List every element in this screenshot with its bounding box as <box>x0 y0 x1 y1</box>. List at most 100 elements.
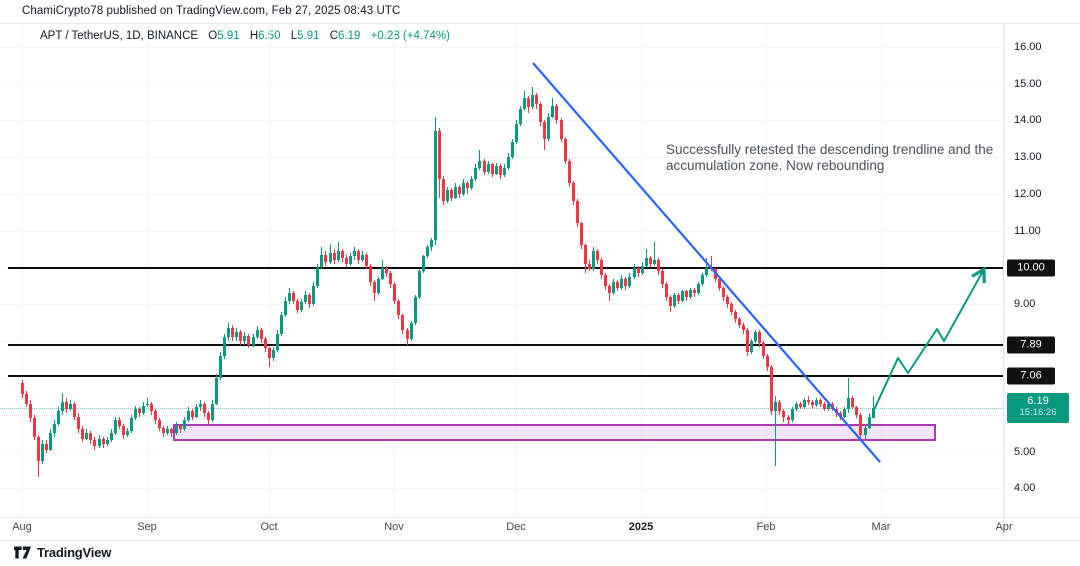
candle-wick <box>288 287 290 305</box>
candle-body <box>194 407 198 417</box>
candle-body <box>442 179 445 202</box>
candle-body <box>142 405 146 413</box>
candle-body <box>454 186 458 198</box>
candle-body <box>559 120 563 139</box>
candle-wick <box>349 252 351 266</box>
candle-body <box>827 403 831 410</box>
candle-body <box>587 263 591 270</box>
candle-body <box>519 109 523 124</box>
candle-wick <box>791 407 793 423</box>
candle-body <box>44 444 48 450</box>
symbol-info-bar[interactable]: APT / TetherUS, 1D, BINANCE O5.91 H6.50 … <box>40 30 450 42</box>
candle-body <box>158 420 162 428</box>
candle-body <box>259 330 263 340</box>
candle-body <box>125 431 129 435</box>
candle-wick <box>710 256 712 272</box>
candle-wick <box>422 254 424 273</box>
candle-wick <box>868 412 870 430</box>
candle-body <box>778 401 782 411</box>
time-tick-label[interactable]: Mar <box>871 521 891 533</box>
attribution-text: ChamiCrypto78 published on TradingView.c… <box>22 5 401 17</box>
candle-body <box>344 258 348 264</box>
footer-brand[interactable]: TradingView <box>14 545 111 560</box>
time-tick-label[interactable]: Feb <box>756 521 776 533</box>
candle-body <box>97 438 101 446</box>
time-tick-label[interactable]: Apr <box>995 521 1013 533</box>
time-tick-label[interactable]: Aug <box>12 521 32 533</box>
candle-body <box>583 245 587 264</box>
time-tick-label[interactable]: Oct <box>260 521 278 533</box>
candle-body <box>373 282 377 294</box>
time-tick-label[interactable]: 2025 <box>628 521 654 533</box>
candle-wick <box>402 313 404 334</box>
candle-wick <box>698 282 700 296</box>
candle-wick <box>53 420 55 437</box>
candle-body <box>551 105 555 117</box>
candle-body <box>470 179 474 189</box>
candle-wick <box>641 261 643 275</box>
candle-wick <box>633 263 635 279</box>
candle-wick <box>29 399 31 423</box>
candle-wick <box>819 398 821 408</box>
candle-body <box>77 416 81 430</box>
current-price-line <box>0 407 1003 409</box>
candle-wick <box>665 282 667 301</box>
candle-body <box>640 265 644 274</box>
candle-body <box>624 278 628 286</box>
candle-wick <box>337 241 339 262</box>
candle-wick <box>840 411 842 421</box>
candle-body <box>713 269 717 279</box>
candle-body <box>223 337 227 356</box>
candle-wick <box>617 280 619 292</box>
candle-wick <box>552 98 554 119</box>
candle-body <box>543 122 547 139</box>
candle-wick <box>98 434 100 448</box>
candle-body <box>478 160 482 169</box>
candle-wick <box>357 249 359 264</box>
candle-body <box>685 291 689 297</box>
candle-wick <box>580 221 582 250</box>
candle-wick <box>199 399 201 411</box>
candle-wick <box>471 175 473 191</box>
candle-body <box>843 409 847 417</box>
candle-wick <box>106 436 108 446</box>
candle-body <box>85 433 89 439</box>
candle-wick <box>515 120 517 145</box>
candle-wick <box>62 392 64 415</box>
projected-rebound-arrow[interactable] <box>872 266 986 413</box>
candle-body <box>320 254 324 268</box>
candle-body <box>466 182 470 189</box>
candle-body <box>287 293 291 301</box>
candle-body <box>790 409 794 421</box>
candle-wick <box>41 440 43 465</box>
candle-body <box>93 440 97 446</box>
time-tick-label[interactable]: Dec <box>506 521 526 533</box>
candle-body <box>733 311 737 320</box>
candle-wick <box>220 352 222 380</box>
candle-wick <box>499 164 501 180</box>
candle-wick <box>216 374 218 406</box>
time-tick-label[interactable]: Nov <box>384 521 404 533</box>
annotation-line-1: Successfully retested the descending tre… <box>666 142 994 157</box>
candle-wick <box>317 263 319 288</box>
candle-wick <box>74 401 76 421</box>
horizontal-level-line <box>8 344 1003 347</box>
candle-wick <box>872 396 874 418</box>
candle-wick <box>572 181 574 205</box>
price-axis-border <box>1003 24 1004 539</box>
h-gridline <box>0 267 1003 269</box>
candle-body <box>806 399 810 402</box>
time-tick-label[interactable]: Sep <box>137 521 157 533</box>
candle-body <box>604 274 608 286</box>
descending-trendline[interactable] <box>532 62 881 463</box>
candle-wick <box>507 153 509 170</box>
candle-body <box>851 398 855 408</box>
candle-wick <box>163 425 165 437</box>
candle-body <box>786 416 790 421</box>
candle-wick <box>386 265 388 277</box>
candle-body <box>486 164 490 172</box>
